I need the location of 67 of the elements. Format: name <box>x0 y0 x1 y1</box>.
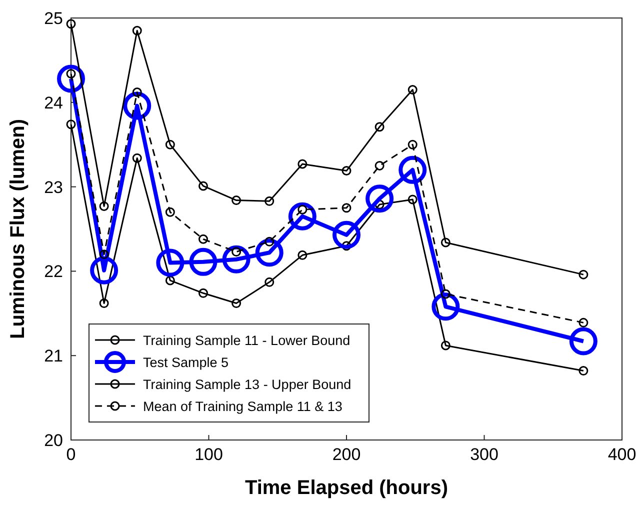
point <box>298 204 308 214</box>
point <box>90 256 118 284</box>
point <box>432 292 460 321</box>
y-tick-label: 23 <box>44 178 63 197</box>
y-tick-label: 25 <box>44 9 63 28</box>
x-tick-label: 300 <box>470 445 498 464</box>
point <box>232 298 242 308</box>
point <box>198 234 208 244</box>
point <box>440 340 450 350</box>
legend-label: Test Sample 5 <box>143 355 229 370</box>
point <box>232 247 242 257</box>
y-tick-label: 21 <box>44 346 63 366</box>
point <box>165 140 175 150</box>
point <box>132 88 142 98</box>
y-tick-label: 20 <box>44 431 63 450</box>
x-tick-label: 400 <box>608 445 636 464</box>
x-tick-label: 100 <box>194 445 223 464</box>
point <box>569 327 598 356</box>
point <box>440 238 450 248</box>
point <box>342 203 352 213</box>
point <box>66 68 76 78</box>
point <box>578 270 588 280</box>
point <box>156 248 184 277</box>
point <box>264 196 274 206</box>
x-tick-label: 0 <box>66 445 76 464</box>
point <box>374 160 384 170</box>
x-tick-label: 200 <box>332 445 361 464</box>
legend-label: Training Sample 13 - Upper Bound <box>143 377 352 392</box>
point <box>408 140 418 150</box>
point <box>232 196 242 206</box>
point <box>189 248 218 276</box>
point <box>165 207 175 217</box>
y-axis-title: Luminous Flux (lumen) <box>7 119 29 339</box>
legend-label: Training Sample 11 - Lower Bound <box>143 333 350 348</box>
point <box>198 181 208 191</box>
point <box>165 276 175 286</box>
point <box>57 64 85 93</box>
point <box>66 120 76 130</box>
point <box>264 236 274 246</box>
legend-label: Mean of Training Sample 11 & 13 <box>143 399 342 414</box>
point <box>298 159 308 169</box>
point <box>132 153 142 163</box>
point <box>408 84 418 94</box>
point <box>99 201 109 211</box>
point <box>298 250 308 260</box>
point <box>66 19 76 29</box>
point <box>440 289 450 299</box>
point <box>288 202 316 230</box>
point <box>255 238 284 267</box>
y-tick-label: 22 <box>44 262 63 282</box>
point <box>342 166 352 176</box>
point <box>408 194 418 204</box>
point <box>374 122 384 132</box>
point <box>132 26 142 36</box>
point <box>398 156 427 184</box>
point <box>222 245 250 274</box>
point <box>332 220 360 249</box>
point <box>366 184 394 213</box>
y-tick-label: 24 <box>44 93 63 112</box>
point <box>578 318 588 328</box>
point <box>99 250 109 260</box>
point <box>99 298 109 308</box>
x-axis-title: Time Elapsed (hours) <box>244 477 448 499</box>
point <box>342 241 352 251</box>
point <box>198 288 208 298</box>
point <box>578 366 588 376</box>
point <box>264 277 274 287</box>
